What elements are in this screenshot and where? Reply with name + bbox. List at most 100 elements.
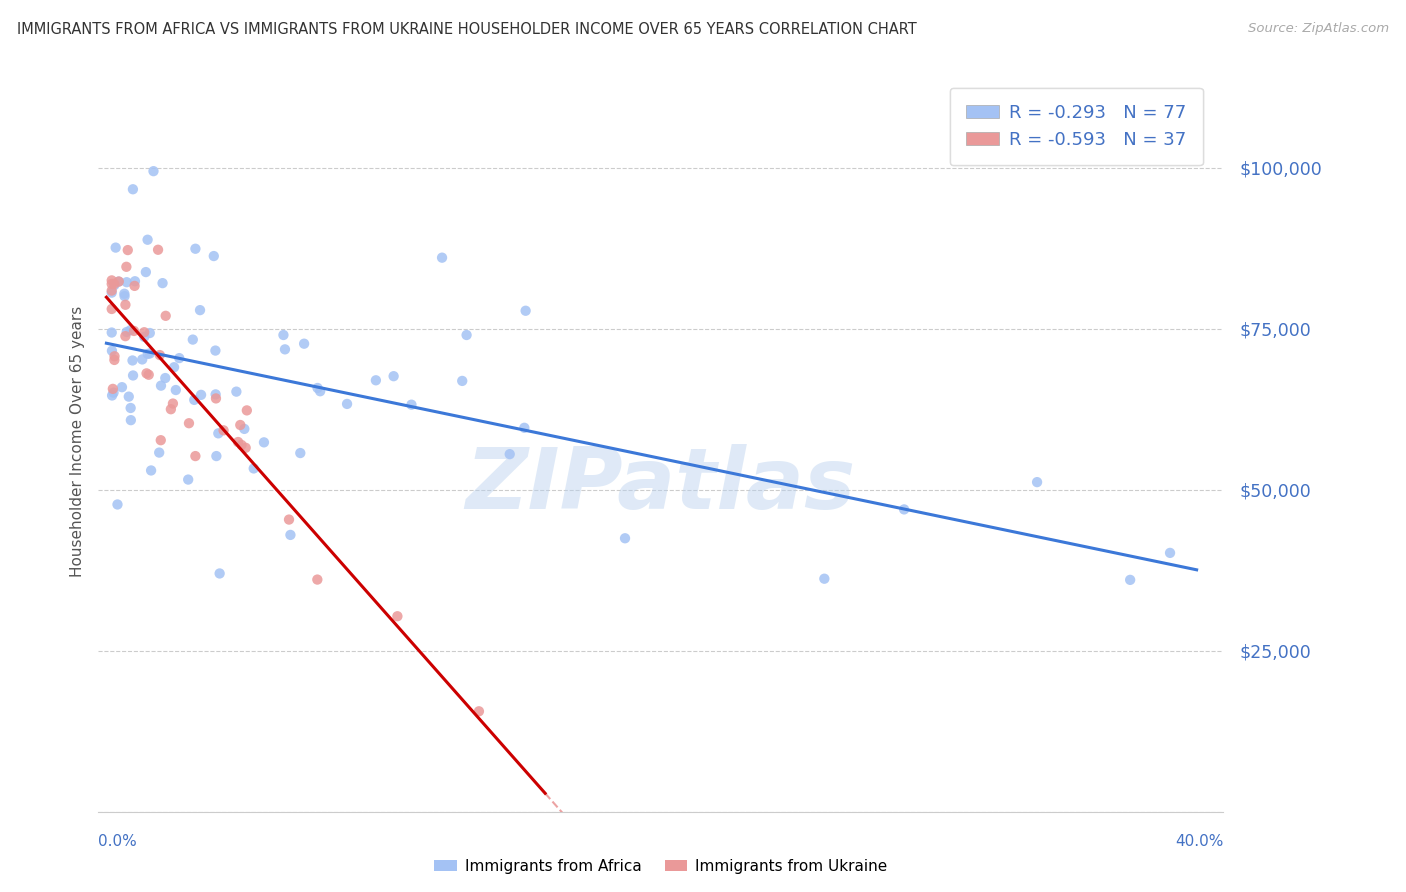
Point bbox=[101, 388, 124, 402]
Point bbox=[401, 398, 423, 412]
Point bbox=[273, 328, 295, 343]
Point bbox=[107, 275, 129, 289]
Point bbox=[614, 531, 637, 545]
Point bbox=[204, 387, 226, 401]
Point bbox=[336, 397, 359, 411]
Text: 40.0%: 40.0% bbox=[1175, 834, 1223, 849]
Point bbox=[152, 276, 174, 290]
Point bbox=[122, 182, 145, 196]
Point bbox=[190, 388, 212, 402]
Point bbox=[136, 347, 159, 361]
Text: IMMIGRANTS FROM AFRICA VS IMMIGRANTS FROM UKRAINE HOUSEHOLDER INCOME OVER 65 YEA: IMMIGRANTS FROM AFRICA VS IMMIGRANTS FRO… bbox=[17, 22, 917, 37]
Point bbox=[139, 463, 162, 477]
Point bbox=[111, 380, 134, 394]
Point bbox=[120, 401, 142, 415]
Point bbox=[131, 352, 153, 367]
Point bbox=[104, 241, 127, 255]
Point bbox=[101, 382, 124, 396]
Point bbox=[122, 368, 145, 383]
Point bbox=[309, 384, 332, 399]
Point bbox=[149, 348, 172, 362]
Point bbox=[207, 426, 229, 441]
Point bbox=[107, 498, 129, 512]
Point bbox=[1026, 475, 1049, 489]
Point bbox=[135, 367, 157, 381]
Point bbox=[142, 164, 165, 178]
Point bbox=[278, 512, 301, 526]
Point bbox=[155, 371, 177, 385]
Point bbox=[292, 336, 315, 351]
Point bbox=[290, 446, 312, 460]
Point bbox=[165, 383, 187, 397]
Point bbox=[124, 274, 146, 288]
Point bbox=[184, 242, 207, 256]
Point bbox=[208, 566, 231, 581]
Point bbox=[212, 423, 235, 437]
Point bbox=[117, 243, 139, 257]
Point bbox=[149, 434, 172, 448]
Point bbox=[100, 285, 122, 300]
Point bbox=[225, 384, 247, 399]
Point bbox=[146, 243, 169, 257]
Point bbox=[112, 286, 135, 301]
Point bbox=[167, 351, 190, 365]
Point bbox=[115, 260, 138, 274]
Point bbox=[103, 353, 125, 368]
Point bbox=[280, 528, 302, 542]
Point bbox=[136, 233, 159, 247]
Point bbox=[124, 279, 146, 293]
Point bbox=[103, 349, 125, 363]
Point bbox=[103, 278, 125, 293]
Point bbox=[177, 416, 200, 430]
Point bbox=[183, 392, 205, 407]
Point bbox=[120, 413, 142, 427]
Point bbox=[114, 289, 136, 303]
Point bbox=[430, 251, 453, 265]
Point bbox=[1159, 546, 1181, 560]
Text: 0.0%: 0.0% bbox=[98, 834, 138, 849]
Point bbox=[468, 704, 491, 718]
Point bbox=[139, 326, 162, 340]
Point bbox=[118, 390, 141, 404]
Point bbox=[103, 385, 125, 400]
Point bbox=[188, 303, 211, 318]
Point bbox=[205, 449, 228, 463]
Point bbox=[499, 447, 522, 461]
Point bbox=[103, 277, 125, 291]
Point bbox=[233, 422, 256, 436]
Point bbox=[893, 502, 915, 516]
Point bbox=[120, 323, 142, 337]
Point bbox=[162, 396, 184, 410]
Point bbox=[204, 343, 226, 358]
Point bbox=[307, 381, 329, 395]
Point bbox=[114, 298, 136, 312]
Point bbox=[138, 368, 160, 382]
Point bbox=[101, 343, 124, 358]
Point bbox=[387, 609, 409, 624]
Point bbox=[202, 249, 225, 263]
Point bbox=[115, 275, 138, 289]
Text: Source: ZipAtlas.com: Source: ZipAtlas.com bbox=[1249, 22, 1389, 36]
Point bbox=[456, 328, 478, 343]
Point bbox=[226, 435, 249, 450]
Point bbox=[107, 275, 129, 289]
Point bbox=[382, 369, 405, 384]
Point bbox=[134, 330, 156, 344]
Point bbox=[100, 277, 122, 291]
Point bbox=[121, 353, 143, 368]
Point bbox=[235, 441, 257, 455]
Point bbox=[231, 438, 253, 452]
Point bbox=[134, 325, 156, 339]
Point bbox=[150, 378, 173, 392]
Point bbox=[184, 449, 207, 463]
Point bbox=[813, 572, 835, 586]
Point bbox=[114, 329, 136, 343]
Point bbox=[513, 421, 536, 435]
Point bbox=[163, 360, 186, 375]
Point bbox=[155, 309, 177, 323]
Y-axis label: Householder Income Over 65 years: Householder Income Over 65 years bbox=[69, 306, 84, 577]
Point bbox=[181, 333, 204, 347]
Point bbox=[100, 284, 122, 298]
Point bbox=[100, 326, 122, 340]
Point bbox=[115, 325, 138, 339]
